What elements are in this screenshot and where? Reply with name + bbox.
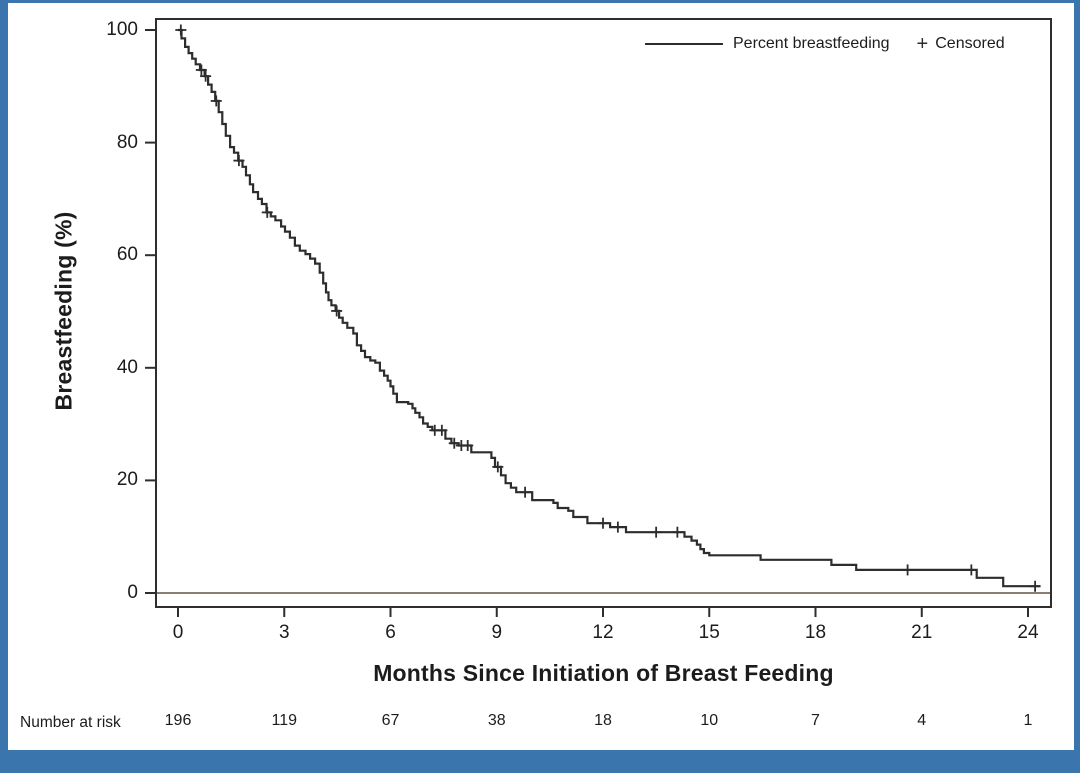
y-tick-label: 40	[116, 356, 138, 378]
at-risk-count: 1	[1023, 712, 1033, 729]
km-curve	[178, 28, 1041, 588]
x-tick-label: 15	[698, 622, 720, 643]
x-axis-title: Months Since Initiation of Breast Feedin…	[373, 660, 834, 686]
censored-plus-icon: +	[916, 32, 929, 55]
y-tick-label: 60	[116, 244, 138, 266]
figure-canvas	[8, 3, 1074, 750]
plot-border	[155, 18, 1052, 608]
x-tick-label: 21	[911, 622, 933, 643]
x-tick-label: 9	[491, 622, 503, 643]
km-chart	[145, 18, 1052, 617]
y-tick-label: 80	[116, 131, 138, 153]
x-tick-label: 3	[278, 622, 290, 643]
at-risk-count: 119	[271, 712, 297, 729]
x-tick-label: 18	[804, 622, 827, 643]
x-tick-label: 12	[592, 622, 614, 643]
y-tick-label: 20	[116, 469, 138, 491]
at-risk-count: 67	[381, 712, 400, 729]
at-risk-count: 4	[917, 712, 927, 729]
legend-series-label: Percent breastfeeding	[733, 34, 890, 52]
at-risk-count: 7	[811, 712, 820, 729]
y-tick-label: 100	[106, 19, 138, 40]
y-axis-title: Breastfeeding (%)	[50, 211, 77, 411]
number-at-risk-label: Number at risk	[20, 714, 121, 731]
legend-censored-label: Censored	[935, 34, 1005, 52]
at-risk-count: 18	[594, 712, 612, 729]
legend-line-sample-icon	[645, 42, 723, 45]
at-risk-count: 38	[487, 712, 506, 729]
x-tick-label: 0	[172, 622, 184, 643]
at-risk-count: 196	[164, 712, 192, 729]
x-tick-label: 24	[1017, 622, 1039, 643]
x-tick-label: 6	[385, 622, 396, 643]
legend: Percent breastfeeding + Censored	[645, 32, 1005, 55]
at-risk-count: 10	[700, 712, 719, 729]
y-tick-label: 0	[127, 582, 138, 603]
